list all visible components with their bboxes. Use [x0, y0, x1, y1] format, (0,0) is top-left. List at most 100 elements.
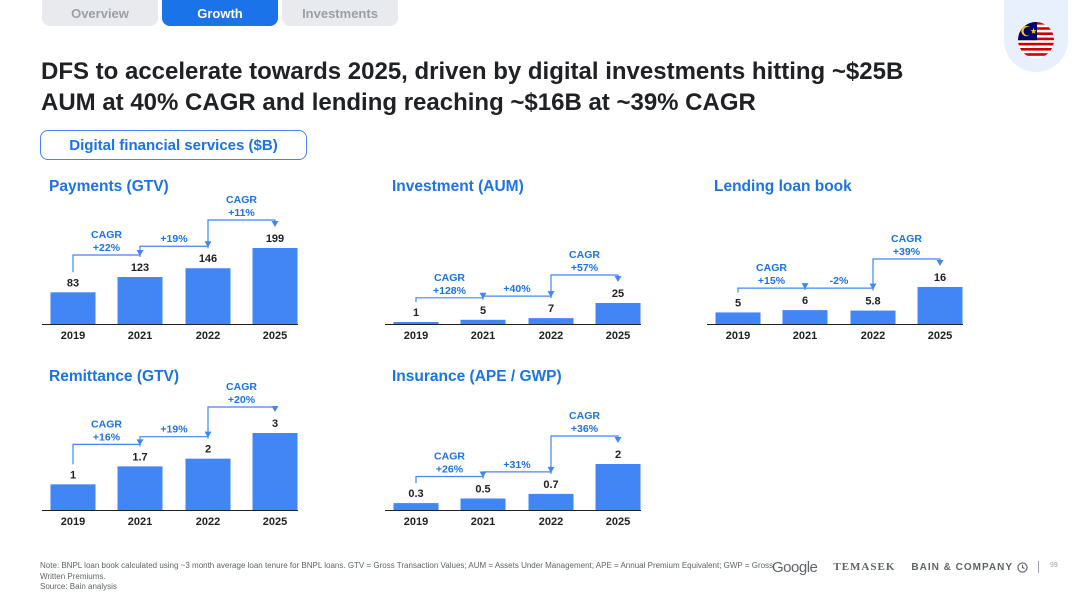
value-label-2022: 146 [199, 253, 217, 265]
bar-2022 [528, 318, 574, 324]
tab-investments[interactable]: Investments [282, 0, 398, 26]
section-label: Digital financial services ($B) [40, 130, 307, 160]
payments-chart: 832019123202114620221992025CAGR+22%+19%C… [42, 194, 298, 342]
bar-2019 [50, 292, 96, 324]
x-tick-2021: 2021 [793, 330, 817, 342]
value-label-2022: 0.7 [543, 479, 558, 491]
value-label-2022: 2 [205, 444, 211, 456]
value-label-2019: 1 [413, 307, 419, 319]
arrow-down-icon [801, 283, 809, 290]
tab-growth[interactable]: Growth [162, 0, 278, 26]
bar-2019 [715, 312, 761, 324]
growth-label: CAGR [434, 451, 465, 463]
x-tick-2025: 2025 [263, 330, 287, 342]
x-tick-2019: 2019 [726, 330, 750, 342]
arrow-down-icon [271, 221, 279, 227]
x-tick-2022: 2022 [861, 330, 885, 342]
footnote-source: Source: Bain analysis [40, 582, 117, 591]
value-label-2025: 25 [612, 288, 624, 300]
bar-2022 [528, 493, 574, 510]
bain-logo-text: BAIN & COMPANY [911, 561, 1013, 573]
growth-label: +128% [433, 285, 467, 297]
value-label-2019: 5 [735, 297, 741, 309]
arrow-down-icon [936, 260, 944, 266]
growth-connector [72, 440, 141, 465]
value-label-2021: 0.5 [475, 484, 490, 496]
footer-divider [1038, 561, 1039, 573]
growth-label: CAGR [569, 410, 600, 422]
value-label-2025: 2 [615, 449, 621, 461]
x-tick-2021: 2021 [128, 516, 152, 528]
bar-2021 [782, 310, 828, 324]
bar-2019 [393, 322, 439, 324]
chart-title-investment: Investment (AUM) [392, 178, 524, 195]
growth-label: -2% [830, 275, 849, 287]
bar-2021 [117, 277, 163, 324]
value-label-2022: 7 [548, 303, 554, 315]
footnote: Note: BNPL loan book calculated using ~3… [40, 561, 780, 593]
growth-connector [207, 406, 275, 439]
growth-label: +16% [93, 431, 121, 443]
x-tick-2025: 2025 [606, 330, 630, 342]
growth-label: +15% [758, 275, 786, 287]
growth-label: CAGR [91, 229, 122, 241]
growth-label: CAGR [891, 233, 922, 245]
growth-label: +57% [571, 262, 599, 274]
growth-label: +40% [503, 283, 531, 295]
chart-title-insurance: Insurance (APE / GWP) [392, 368, 562, 385]
bain-logo: BAIN & COMPANY [911, 562, 1028, 573]
growth-label: CAGR [756, 262, 787, 274]
temasek-logo: TEMASEK [833, 561, 896, 573]
tab-bar: Overview Growth Investments [42, 0, 398, 26]
value-label-2021: 6 [802, 295, 808, 307]
bar-2022 [185, 268, 231, 324]
value-label-2019: 1 [70, 469, 76, 481]
bar-2021 [460, 319, 506, 324]
bar-2022 [185, 458, 231, 510]
growth-label: +19% [160, 233, 188, 245]
value-label-2021: 1.7 [132, 451, 147, 463]
bar-2019 [50, 484, 96, 510]
x-tick-2022: 2022 [196, 330, 220, 342]
bar-2021 [117, 466, 163, 510]
x-tick-2021: 2021 [471, 330, 495, 342]
value-label-2025: 199 [266, 233, 284, 245]
growth-label: +26% [436, 464, 464, 476]
x-tick-2019: 2019 [404, 330, 428, 342]
bar-2025 [595, 464, 641, 510]
growth-label: +19% [160, 424, 188, 436]
arrow-down-icon [614, 437, 622, 443]
growth-label: +11% [228, 207, 255, 219]
x-tick-2022: 2022 [196, 516, 220, 528]
footnote-note: Note: BNPL loan book calculated using ~3… [40, 561, 774, 581]
bain-clock-icon [1017, 561, 1028, 573]
partner-logos: Google TEMASEK BAIN & COMPANY [772, 557, 1028, 577]
x-tick-2021: 2021 [471, 516, 495, 528]
remittance-chart: 120191.720212202232025CAGR+16%+19%CAGR+2… [42, 381, 298, 528]
tab-overview[interactable]: Overview [42, 0, 158, 26]
chart-title-payments: Payments (GTV) [49, 178, 169, 195]
growth-label: CAGR [91, 418, 122, 430]
x-tick-2025: 2025 [928, 330, 952, 342]
flag-badge [1004, 0, 1068, 72]
value-label-2019: 0.3 [408, 488, 423, 500]
value-label-2021: 123 [131, 262, 149, 274]
page-title: DFS to accelerate towards 2025, driven b… [41, 58, 904, 116]
bar-2025 [595, 303, 641, 324]
chart-title-remittance: Remittance (GTV) [49, 368, 180, 385]
value-label-2025: 3 [272, 418, 278, 430]
growth-label: +39% [893, 246, 921, 258]
bar-2025 [917, 287, 963, 324]
x-tick-2022: 2022 [539, 330, 563, 342]
value-label-2019: 83 [67, 277, 79, 289]
growth-label: +20% [228, 394, 256, 406]
x-tick-2022: 2022 [539, 516, 563, 528]
growth-label: +36% [571, 423, 599, 435]
arrow-down-icon [271, 406, 279, 412]
x-tick-2021: 2021 [128, 330, 152, 342]
malaysia-flag-icon [1018, 22, 1054, 58]
bar-2019 [393, 503, 439, 510]
bar-2021 [460, 498, 506, 510]
